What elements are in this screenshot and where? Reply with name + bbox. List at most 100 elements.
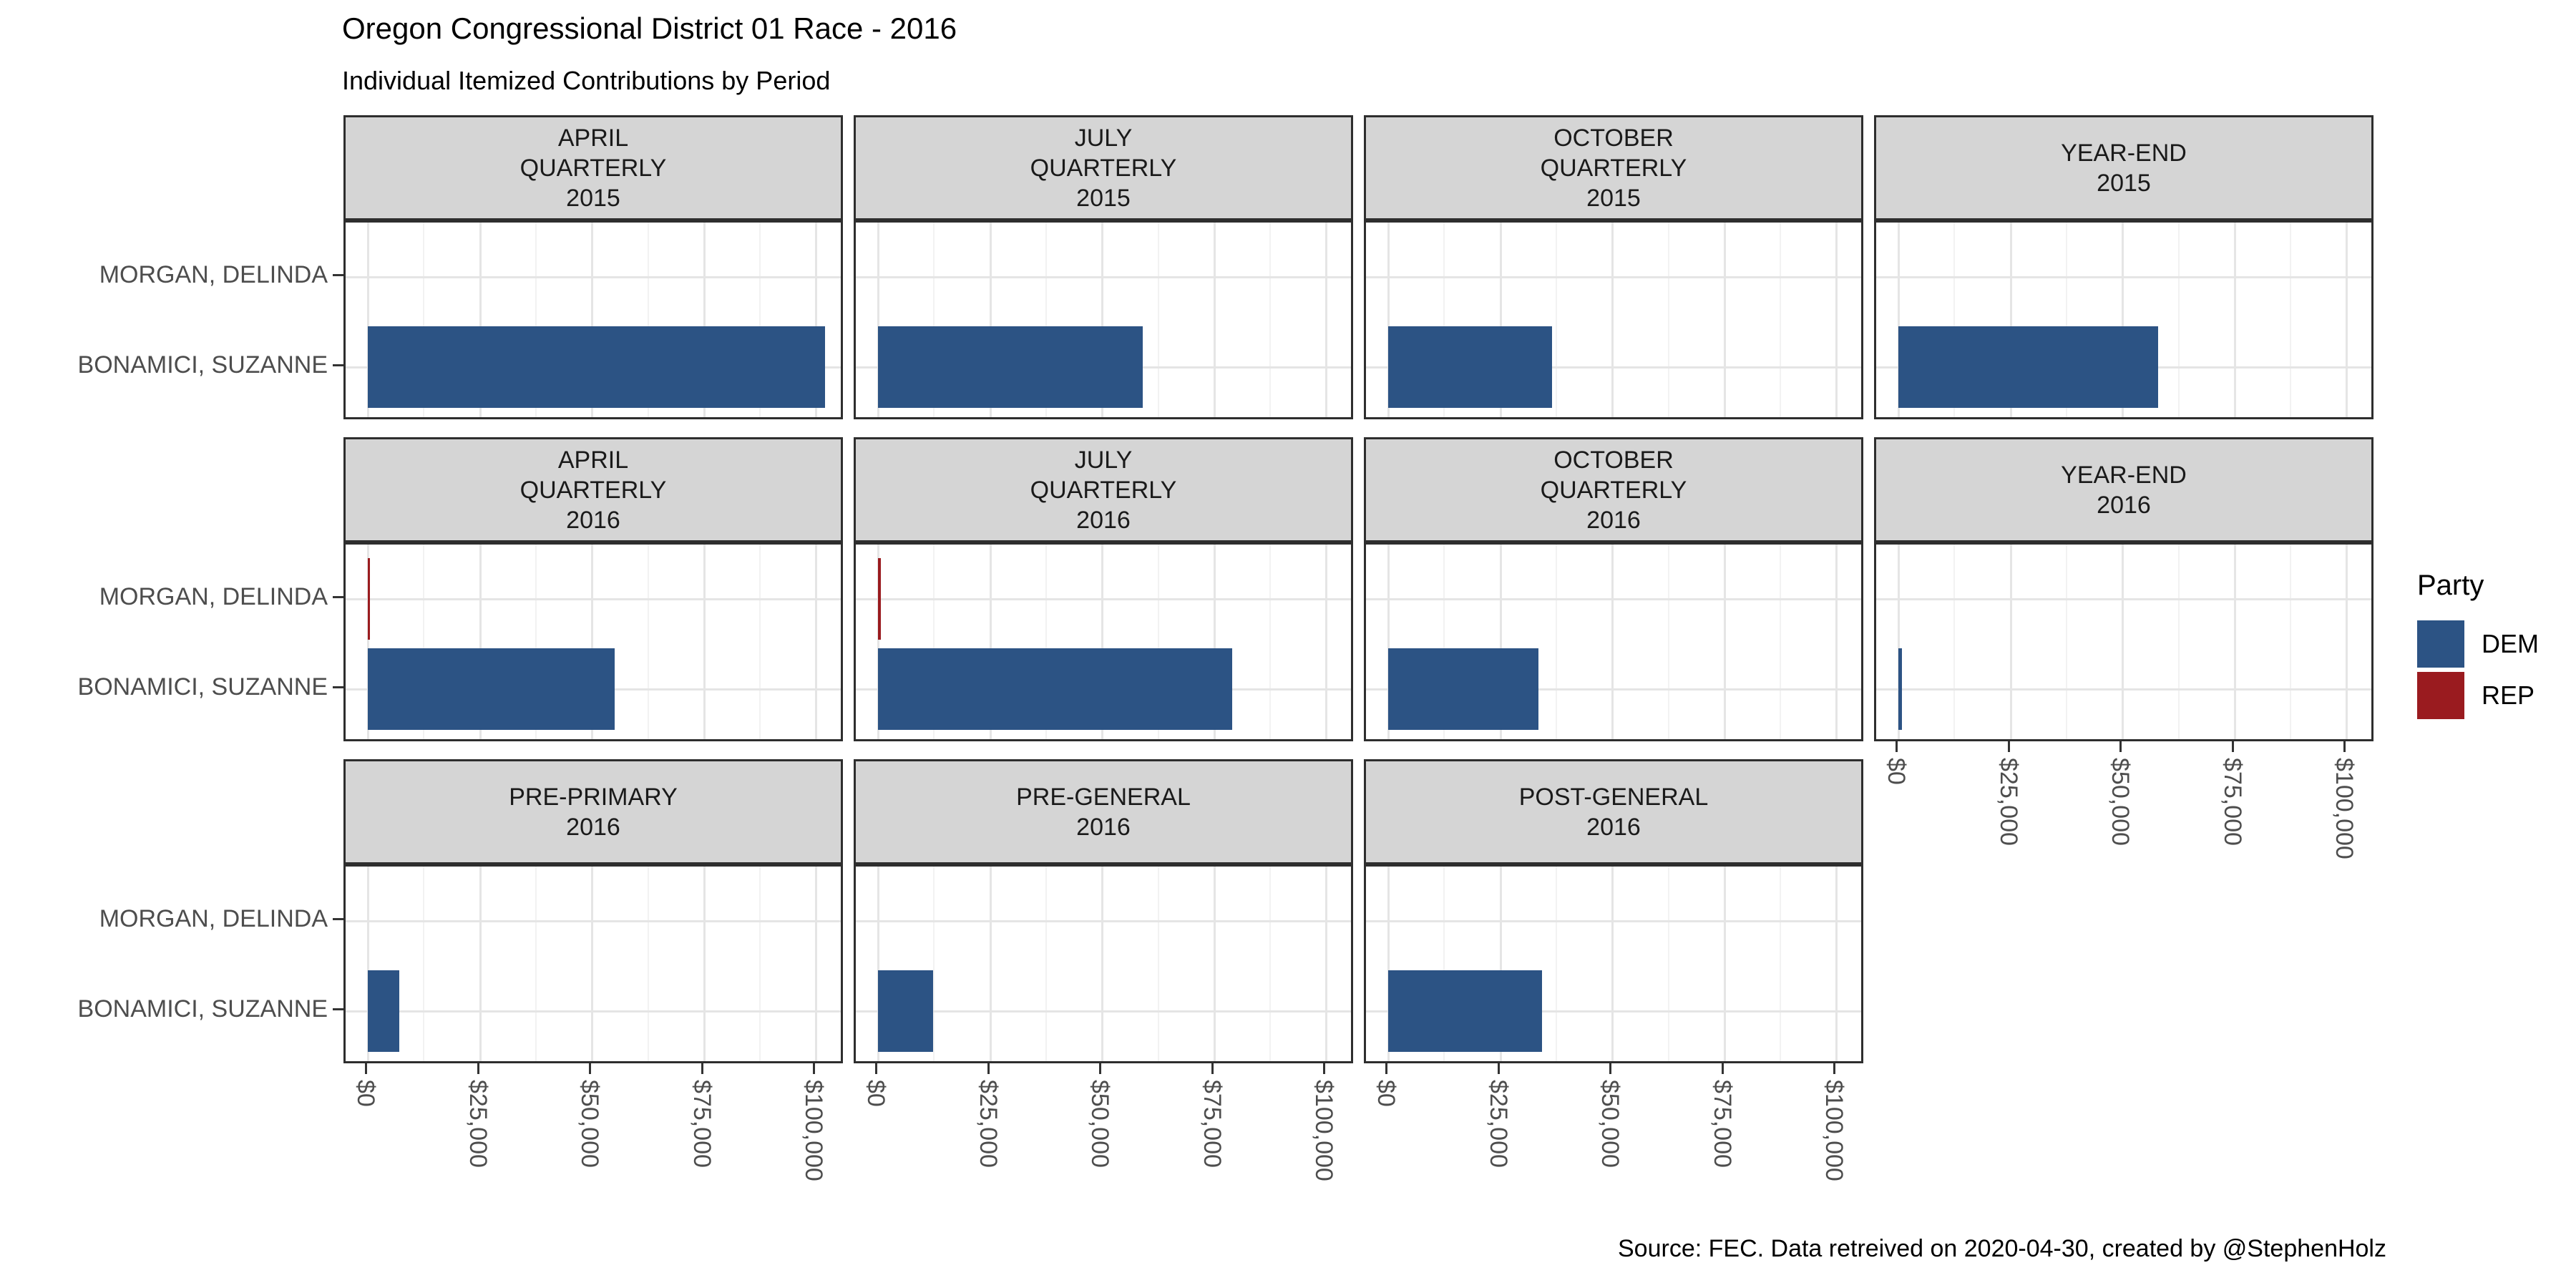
x-axis-tick-label: $100,000 xyxy=(1310,1080,1337,1181)
x-axis-tick xyxy=(1722,1063,1724,1074)
x-axis-tick xyxy=(1498,1063,1500,1074)
gridline-x xyxy=(367,223,369,417)
facet-panel xyxy=(1364,542,1863,741)
gridline-x xyxy=(1158,223,1159,417)
gridline-x xyxy=(1611,223,1614,417)
facet-strip: JULY QUARTERLY 2016 xyxy=(854,437,1353,542)
facet-strip-label: 2015 xyxy=(566,184,620,212)
y-axis-tick xyxy=(333,596,343,598)
gridline-x xyxy=(1500,223,1502,417)
x-axis-tick xyxy=(1211,1063,1214,1074)
gridline-x xyxy=(759,223,761,417)
x-axis-tick-label: $25,000 xyxy=(1995,758,2022,846)
gridline-x xyxy=(1556,223,1557,417)
gridline-x xyxy=(367,867,369,1061)
bar-dem xyxy=(1388,326,1552,408)
gridline-x xyxy=(648,545,649,739)
legend-entry-dem: DEM xyxy=(2417,620,2539,668)
facet-panel xyxy=(1874,542,2373,741)
facet-strip-label: 2016 xyxy=(1586,506,1641,534)
bar-rep xyxy=(878,558,881,640)
facet-strip-label: 2016 xyxy=(566,506,620,534)
x-axis-tick xyxy=(987,1063,990,1074)
gridline-x xyxy=(1500,867,1502,1061)
legend: Party DEM REP xyxy=(2417,570,2539,723)
facet-panel xyxy=(1364,864,1863,1063)
gridline-x xyxy=(933,223,935,417)
gridline-x xyxy=(1158,867,1159,1061)
gridline-x xyxy=(423,867,424,1061)
bar-dem xyxy=(1388,970,1542,1052)
gridline-x xyxy=(1835,223,1838,417)
facet-strip: YEAR-END 2015 xyxy=(1874,115,2373,220)
facet-strip-label: QUARTERLY xyxy=(1030,154,1177,182)
gridline-x xyxy=(1325,545,1327,739)
x-axis-tick xyxy=(1323,1063,1325,1074)
gridline-x xyxy=(2010,545,2012,739)
facet-panel xyxy=(854,864,1353,1063)
x-axis-tick xyxy=(1099,1063,1101,1074)
gridline-x xyxy=(1898,223,1900,417)
chart-caption: Source: FEC. Data retreived on 2020-04-3… xyxy=(1618,1235,2386,1262)
gridline-y xyxy=(346,276,841,278)
gridline-x xyxy=(1101,545,1103,739)
gridline-y xyxy=(856,276,1351,278)
facet-strip: JULY QUARTERLY 2015 xyxy=(854,115,1353,220)
gridline-x xyxy=(815,223,817,417)
facet-strip: OCTOBER QUARTERLY 2016 xyxy=(1364,437,1863,542)
x-axis-tick xyxy=(2008,741,2010,752)
gridline-x xyxy=(479,867,482,1061)
legend-label: REP xyxy=(2482,680,2535,710)
gridline-x xyxy=(1214,223,1216,417)
facet-panel xyxy=(343,864,843,1063)
bar-dem xyxy=(1898,648,1902,730)
gridline-x xyxy=(2290,223,2291,417)
facet-strip-label: APRIL xyxy=(557,446,629,474)
x-axis-tick xyxy=(589,1063,591,1074)
gridline-x xyxy=(1443,545,1445,739)
facet-strip: OCTOBER QUARTERLY 2015 xyxy=(1364,115,1863,220)
gridline-x xyxy=(1780,867,1781,1061)
gridline-x xyxy=(877,223,879,417)
x-axis-tick-label: $50,000 xyxy=(2107,758,2134,846)
gridline-x xyxy=(1668,867,1669,1061)
bar-dem xyxy=(878,970,933,1052)
gridline-x xyxy=(1269,223,1271,417)
gridline-x xyxy=(933,545,935,739)
legend-label: DEM xyxy=(2482,629,2539,658)
bar-dem xyxy=(878,326,1143,408)
gridline-x xyxy=(535,223,537,417)
facet-panel xyxy=(1364,220,1863,419)
y-axis-tick-label: MORGAN, DELINDA xyxy=(99,261,328,288)
x-axis-tick-label: $25,000 xyxy=(975,1080,1002,1168)
gridline-x xyxy=(2234,223,2236,417)
gridline-y xyxy=(346,1010,841,1013)
gridline-x xyxy=(2122,545,2124,739)
legend-swatch-rep xyxy=(2417,672,2464,719)
y-axis-tick xyxy=(333,686,343,688)
y-axis-tick-label: MORGAN, DELINDA xyxy=(99,905,328,932)
gridline-x xyxy=(759,545,761,739)
gridline-x xyxy=(703,867,706,1061)
facet-strip-label: OCTOBER xyxy=(1553,124,1674,152)
gridline-x xyxy=(1953,223,1955,417)
gridline-x xyxy=(815,545,817,739)
y-axis-tick xyxy=(333,1008,343,1010)
x-axis-tick-label: $0 xyxy=(862,1080,889,1107)
facet-strip-label: 2016 xyxy=(1076,506,1131,534)
facet-strip: POST-GENERAL 2016 xyxy=(1364,759,1863,864)
gridline-x xyxy=(2122,223,2124,417)
gridline-x xyxy=(1953,545,1955,739)
facet-strip-label: QUARTERLY xyxy=(1030,476,1177,504)
x-axis-tick-label: $100,000 xyxy=(800,1080,827,1181)
gridline-y xyxy=(1366,920,1861,922)
gridline-x xyxy=(2346,223,2348,417)
gridline-x xyxy=(1724,545,1726,739)
gridline-x xyxy=(1269,545,1271,739)
facet-strip-label: 2016 xyxy=(566,813,620,841)
gridline-x xyxy=(759,867,761,1061)
x-axis-tick-label: $25,000 xyxy=(1485,1080,1512,1168)
gridline-y xyxy=(1366,276,1861,278)
gridline-x xyxy=(1668,545,1669,739)
